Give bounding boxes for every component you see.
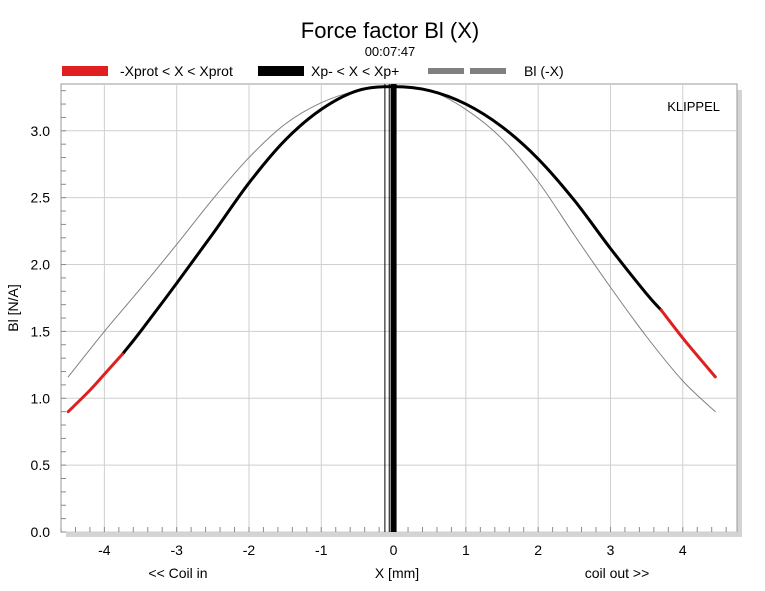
x-axis-label: X [mm] (375, 565, 419, 581)
chart-title: Force factor Bl (X) (301, 18, 479, 43)
y-tick-label: 1.5 (31, 323, 51, 339)
legend-swatch-xp (258, 66, 304, 76)
legend: -Xprot < X < Xprot Xp- < X < Xp+ Bl (-X) (62, 63, 564, 79)
vertical-markers (384, 84, 397, 532)
x-left-note: << Coil in (148, 565, 207, 581)
legend-label: Bl (-X) (524, 63, 564, 79)
plot-area (60, 83, 738, 533)
x-tick-label: 3 (607, 542, 615, 558)
x-tick-label: -4 (98, 542, 111, 558)
x-tick-label: -2 (243, 542, 256, 558)
series-line-xprot-range (659, 308, 717, 379)
x-right-note: coil out >> (585, 565, 650, 581)
y-axis-label: Bl [N/A] (5, 284, 21, 331)
x-tick-label: 1 (462, 542, 470, 558)
legend-swatch-xprot (62, 66, 108, 76)
y-tick-label: 0.5 (31, 457, 51, 473)
y-tick-label: 0.0 (31, 524, 51, 540)
legend-label: -Xprot < X < Xprot (120, 63, 233, 79)
chart-subtitle: 00:07:47 (365, 44, 416, 59)
series-line-xprot-range (66, 352, 124, 414)
x-tick-label: -3 (170, 542, 183, 558)
x-tick-label: 4 (679, 542, 687, 558)
x-tick-label: -1 (315, 542, 328, 558)
y-tick-label: 2.5 (31, 190, 51, 206)
y-tick-label: 3.0 (31, 123, 51, 139)
x-tick-label: 0 (390, 542, 398, 558)
legend-label: Xp- < X < Xp+ (311, 63, 399, 79)
legend-item: -Xprot < X < Xprot (62, 63, 233, 79)
watermark-klippel: KLIPPEL (667, 99, 720, 114)
y-tick-label: 2.0 (31, 257, 51, 273)
minor-ticks (60, 90, 727, 533)
tick-labels: -4 -3 -2 -1 0 1 2 3 4 0.0 0.5 1.0 1.5 2.0 2.5 3.0 (31, 123, 687, 558)
legend-item: Xp- < X < Xp+ (258, 63, 399, 79)
legend-item: Bl (-X) (428, 63, 564, 79)
x-tick-label: 2 (534, 542, 542, 558)
y-tick-label: 1.0 (31, 390, 51, 406)
